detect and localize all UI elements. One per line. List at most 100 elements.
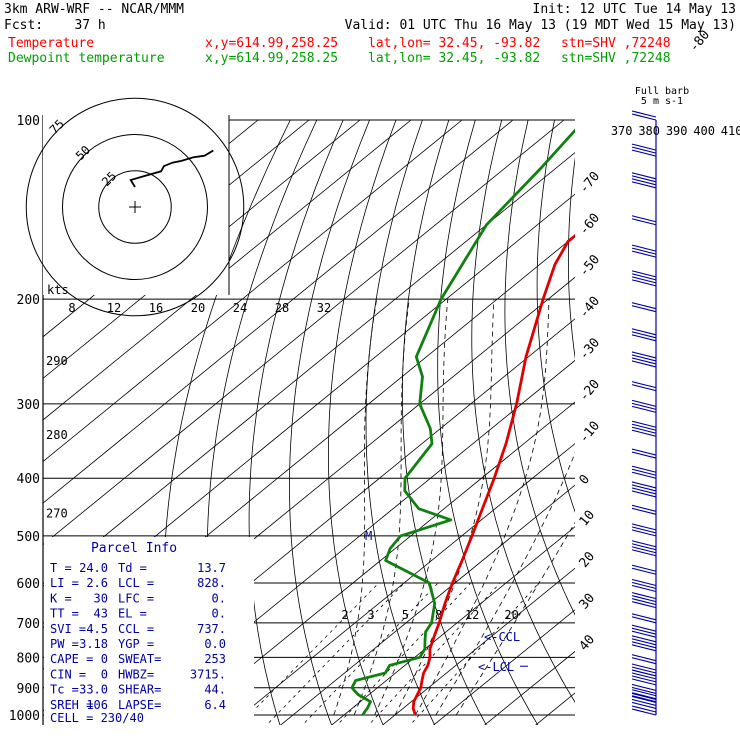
wind-barb bbox=[631, 627, 657, 635]
parcel-value: 106 bbox=[86, 698, 108, 712]
m-label: M bbox=[365, 529, 372, 543]
wind-barb bbox=[631, 451, 657, 459]
parcel-key: TT = bbox=[50, 607, 79, 621]
parcel-key: SWEAT= bbox=[118, 652, 161, 666]
dry-adiabat bbox=[536, 119, 575, 513]
parcel-value: 4.5 bbox=[86, 622, 108, 636]
wind-barb bbox=[631, 689, 657, 697]
wind-barb bbox=[631, 698, 657, 706]
wind-barb bbox=[631, 146, 657, 154]
mixing-ratio-label: 12 bbox=[465, 608, 479, 622]
pressure-label: 600 bbox=[17, 577, 40, 592]
theta-side-label: 290 bbox=[46, 354, 68, 368]
speed-axis-label: 20 bbox=[191, 301, 205, 315]
wind-barb bbox=[631, 666, 657, 674]
isotherm-label: -80 bbox=[687, 28, 714, 56]
parcel-value: 30 bbox=[94, 591, 108, 605]
wind-barb bbox=[631, 334, 657, 342]
dewpoint-line bbox=[350, 128, 575, 716]
parcel-key: CCL = bbox=[118, 622, 154, 636]
hodograph-ring bbox=[62, 134, 208, 280]
parcel-value: 2.6 bbox=[86, 576, 108, 590]
isotherm-label: 30 bbox=[577, 591, 599, 613]
wind-barb bbox=[631, 546, 657, 554]
isotherm bbox=[331, 526, 575, 725]
wind-barb bbox=[631, 402, 657, 410]
isotherm-label: -30 bbox=[577, 335, 604, 363]
legend-dewpoint-coords: x,y=614.99,258.25 bbox=[205, 51, 339, 66]
wind-barb bbox=[631, 487, 657, 495]
wind-barb bbox=[631, 672, 657, 680]
parcel-cell: CELL = 230/40 bbox=[50, 711, 144, 725]
parcel-value: 13.7 bbox=[197, 561, 226, 575]
wind-barb bbox=[631, 663, 657, 671]
dry-adiabat bbox=[713, 120, 740, 728]
parcel-key: EL = bbox=[118, 607, 147, 621]
wind-barb bbox=[631, 578, 657, 587]
legend-temperature-coords: x,y=614.99,258.25 bbox=[205, 36, 339, 51]
parcel-key: HWBZ= bbox=[118, 667, 154, 681]
legend-temperature-latlon: lat,lon= 32.45, -93.82 bbox=[368, 36, 541, 51]
parcel-value: 43 bbox=[94, 607, 108, 621]
parcel-box bbox=[44, 537, 254, 725]
dry-adiabat bbox=[289, 119, 370, 725]
isotherm-label: 20 bbox=[577, 549, 599, 571]
parcel-key: SREH = bbox=[50, 698, 93, 712]
wind-barb bbox=[631, 471, 657, 479]
theta-label: 400 bbox=[693, 124, 715, 138]
wind-barb bbox=[631, 351, 657, 359]
parcel-key: LI = bbox=[50, 576, 79, 590]
parcel-key: LAPSE= bbox=[118, 698, 161, 712]
forecast-hour: Fcst: 37 h bbox=[4, 18, 106, 33]
parcel-value: 33.0 bbox=[79, 683, 108, 697]
theta-side-label: 280 bbox=[46, 428, 68, 442]
wind-barb bbox=[631, 172, 657, 180]
dry-adiabat bbox=[657, 120, 740, 728]
isotherm bbox=[43, 119, 565, 546]
theta-label: 390 bbox=[666, 124, 688, 138]
isotherm bbox=[43, 119, 463, 463]
wind-barb bbox=[631, 526, 657, 534]
parcel-key: SHEAR= bbox=[118, 683, 161, 697]
mixing-ratio-line bbox=[409, 582, 540, 725]
lcl-label: <-LCL bbox=[478, 660, 514, 674]
wind-barb bbox=[631, 683, 657, 691]
wind-barb bbox=[631, 381, 657, 389]
wind-barb bbox=[631, 654, 657, 662]
legend-temperature-station: stn=SHV ,72248 bbox=[561, 36, 671, 51]
wind-barb bbox=[631, 598, 657, 606]
wind-barb bbox=[631, 705, 657, 713]
isotherm bbox=[43, 119, 361, 379]
legend-dewpoint-latlon: lat,lon= 32.45, -93.82 bbox=[368, 51, 541, 66]
dry-adiabat bbox=[401, 119, 487, 725]
wind-barb bbox=[631, 595, 657, 603]
parcel-value: 24.0 bbox=[79, 561, 108, 575]
dry-adiabat bbox=[504, 119, 575, 616]
wind-barb bbox=[631, 624, 657, 632]
wind-barb bbox=[631, 244, 657, 252]
parcel-key: CAPE = bbox=[50, 652, 93, 666]
wind-barb bbox=[631, 678, 657, 686]
parcel-value: 3715. bbox=[190, 667, 226, 681]
pressure-label: 900 bbox=[17, 682, 40, 697]
isotherm bbox=[43, 119, 514, 504]
wind-barb bbox=[631, 448, 657, 456]
pressure-label: 500 bbox=[17, 530, 40, 545]
parcel-key: LCL = bbox=[118, 576, 154, 590]
wind-barb bbox=[631, 178, 657, 186]
parcel-key: Tc = bbox=[50, 683, 79, 697]
mixing-ratio-label: 5 bbox=[402, 608, 409, 622]
parcel-value: 0. bbox=[212, 607, 226, 621]
theta-label: 380 bbox=[638, 124, 660, 138]
wind-barb bbox=[631, 692, 657, 700]
wind-barb bbox=[631, 279, 657, 287]
pressure-label: 100 bbox=[17, 114, 40, 129]
parcel-key: PW = bbox=[50, 637, 79, 651]
hodograph-trace bbox=[129, 149, 214, 188]
mixing-ratio-line bbox=[336, 582, 471, 725]
ccl-label: <-CCL bbox=[484, 630, 520, 644]
wind-barb bbox=[631, 657, 657, 665]
pressure-label: 300 bbox=[17, 398, 40, 413]
wind-barb bbox=[631, 328, 657, 336]
